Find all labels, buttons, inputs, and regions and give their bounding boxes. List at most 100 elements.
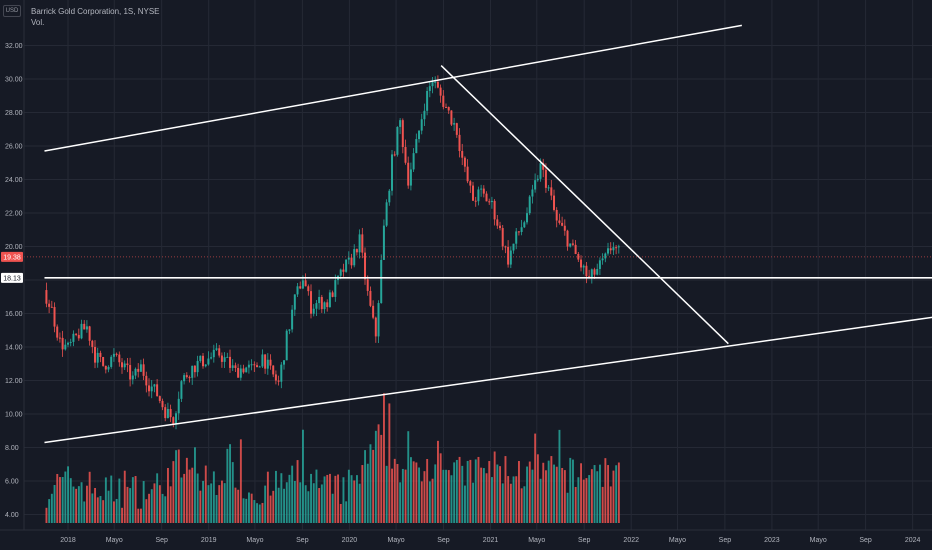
x-tick-label: Mayo xyxy=(669,537,686,544)
volume-bar xyxy=(534,433,537,523)
volume-bar xyxy=(518,461,520,523)
volume-bar xyxy=(204,465,207,523)
volume-bar xyxy=(580,463,583,523)
volume-bar xyxy=(94,487,97,523)
candle-body xyxy=(404,147,407,163)
volume-bar xyxy=(53,485,56,523)
candle-body xyxy=(374,317,377,337)
candle-body xyxy=(301,280,304,289)
candle-body xyxy=(126,363,129,366)
volume-bar xyxy=(499,466,502,523)
volume-bar xyxy=(64,471,67,523)
volume-bar xyxy=(145,499,148,523)
candle-body xyxy=(191,365,194,378)
candle-body xyxy=(204,364,207,367)
candle-body xyxy=(193,365,196,373)
candle-body xyxy=(547,187,550,189)
volume-bar xyxy=(48,499,51,523)
volume-bar xyxy=(526,466,529,523)
volume-bar xyxy=(380,434,383,523)
candle-body xyxy=(266,359,269,369)
volume-label[interactable]: Vol. xyxy=(31,18,45,27)
candle-body xyxy=(239,368,242,378)
candle-body xyxy=(539,163,542,179)
currency-label[interactable]: USD xyxy=(3,5,21,17)
volume-bar xyxy=(545,470,547,523)
candle-body xyxy=(242,368,245,373)
candle-body xyxy=(64,344,67,350)
volume-bar xyxy=(280,473,283,523)
volume-bar xyxy=(385,465,388,523)
candle-body xyxy=(399,120,402,127)
x-tick-label: Sep xyxy=(296,537,309,544)
candle-body xyxy=(121,362,124,368)
volume-bar xyxy=(437,440,439,523)
candle-body xyxy=(585,265,588,277)
candle-body xyxy=(88,326,91,341)
candle-body xyxy=(102,356,105,366)
candle-body xyxy=(609,248,612,251)
volume-bar xyxy=(134,476,137,523)
volume-bar xyxy=(558,429,561,523)
candle-body xyxy=(145,375,148,386)
candle-body xyxy=(207,358,210,365)
candle-body xyxy=(77,334,80,339)
candle-body xyxy=(426,90,429,111)
y-tick-label: 10.00 xyxy=(5,412,23,419)
candle-body xyxy=(480,188,483,190)
symbol-title[interactable]: Barrick Gold Corporation, 1S, NYSE xyxy=(31,7,160,16)
candle-body xyxy=(607,248,610,254)
candle-body xyxy=(142,364,145,376)
support-level-badge[interactable] xyxy=(1,272,23,283)
volume-bar xyxy=(329,473,331,523)
volume-bar xyxy=(288,474,291,523)
candle-body xyxy=(536,178,539,181)
candle-body xyxy=(544,169,547,188)
volume-bar xyxy=(312,483,315,523)
candle-body xyxy=(534,180,537,190)
volume-bar xyxy=(67,466,70,523)
upper-channel-line[interactable] xyxy=(44,24,742,152)
volume-bar xyxy=(226,448,229,523)
volume-bar xyxy=(315,469,318,523)
candle-body xyxy=(482,188,485,194)
candle-body xyxy=(453,123,456,125)
candle-body xyxy=(110,356,113,367)
candle-body xyxy=(299,286,302,289)
candle-body xyxy=(112,353,115,357)
candle-body xyxy=(85,326,88,330)
candle-body xyxy=(245,367,248,373)
candle-body xyxy=(528,196,531,214)
volume-bar xyxy=(212,471,215,523)
volume-bar xyxy=(99,496,102,523)
candle-body xyxy=(396,126,399,155)
volume-bar xyxy=(215,494,218,523)
candle-body xyxy=(569,243,572,247)
lower-channel-line[interactable] xyxy=(44,316,932,444)
x-tick-label: Sep xyxy=(578,537,591,544)
volume-bar xyxy=(469,459,472,523)
candle-body xyxy=(310,291,313,314)
candle-body xyxy=(577,254,580,260)
candle-body xyxy=(56,326,59,338)
candle-body xyxy=(164,407,167,419)
candle-body xyxy=(291,309,294,330)
candle-body xyxy=(220,355,223,362)
candle-body xyxy=(123,363,126,368)
candle-body xyxy=(520,227,523,233)
candle-body xyxy=(369,290,372,306)
last-price-badge[interactable] xyxy=(1,251,23,262)
chart-legend: Barrick Gold Corporation, 1S, NYSE Vol. xyxy=(31,6,160,28)
volume-bar xyxy=(307,491,310,523)
volume-bar xyxy=(107,490,110,523)
x-tick-label: Mayo xyxy=(810,537,827,544)
candle-body xyxy=(247,364,250,368)
descending-trendline[interactable] xyxy=(440,65,729,345)
volume-bar xyxy=(194,447,196,523)
last-price-label: 19.38 xyxy=(3,254,21,261)
y-tick-label: 12.00 xyxy=(5,378,23,385)
candle-body xyxy=(328,292,331,308)
